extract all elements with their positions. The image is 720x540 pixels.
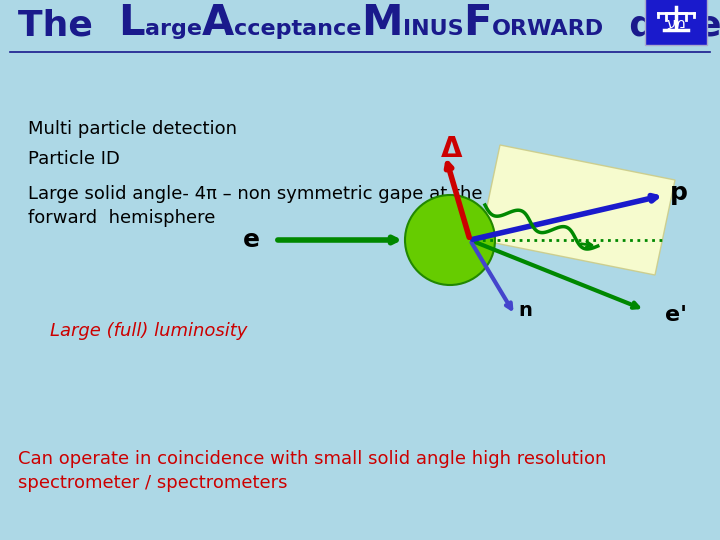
Text: Large (full) luminosity: Large (full) luminosity xyxy=(50,322,248,340)
Text: The: The xyxy=(18,8,118,42)
Text: עמ: עמ xyxy=(666,16,686,30)
Text: F: F xyxy=(464,2,492,44)
Text: Multi particle detection: Multi particle detection xyxy=(28,120,237,138)
Text: M: M xyxy=(361,2,403,44)
Text: cceptance: cceptance xyxy=(234,19,361,39)
Polygon shape xyxy=(480,145,675,275)
Text: n: n xyxy=(518,301,532,320)
Circle shape xyxy=(405,195,495,285)
Text: Can operate in coincidence with small solid angle high resolution
spectrometer /: Can operate in coincidence with small so… xyxy=(18,450,606,491)
FancyBboxPatch shape xyxy=(645,0,707,45)
Text: detector: detector xyxy=(604,8,720,42)
Text: Δ: Δ xyxy=(441,135,463,163)
Text: Large solid angle- 4π – non symmetric gape at the
forward  hemisphere: Large solid angle- 4π – non symmetric ga… xyxy=(28,185,482,227)
Text: ORWARD: ORWARD xyxy=(492,19,604,39)
Text: Particle ID: Particle ID xyxy=(28,150,120,168)
Text: L: L xyxy=(118,2,145,44)
Text: A: A xyxy=(202,2,234,44)
Text: e': e' xyxy=(665,305,687,325)
Text: INUS: INUS xyxy=(403,19,464,39)
Text: p: p xyxy=(670,181,688,205)
Text: e: e xyxy=(243,228,260,252)
Text: arge: arge xyxy=(145,19,202,39)
